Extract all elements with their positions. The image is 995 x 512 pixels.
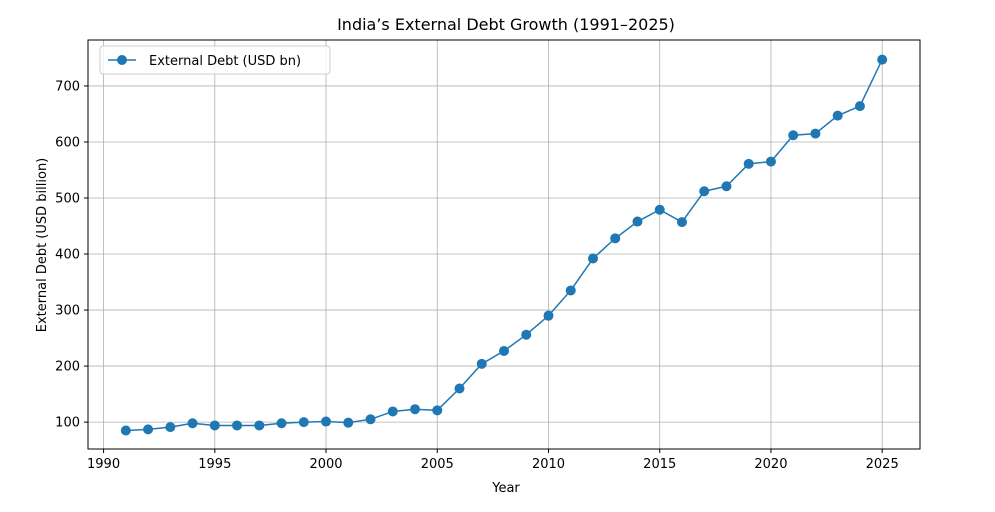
data-point-1997 bbox=[254, 420, 265, 431]
x-tick-label: 2020 bbox=[754, 457, 787, 472]
data-point-2021 bbox=[788, 130, 799, 141]
data-point-1998 bbox=[276, 418, 287, 429]
y-axis-ticks: 100 200 300 400 500 600 700 bbox=[55, 79, 88, 431]
data-point-2018 bbox=[721, 181, 732, 192]
data-point-2020 bbox=[765, 156, 776, 167]
y-tick-label: 700 bbox=[55, 79, 80, 94]
data-point-2022 bbox=[810, 128, 821, 139]
x-axis-ticks: 1990 1995 2000 2005 2010 2015 2020 2025 bbox=[87, 449, 899, 472]
legend-box bbox=[99, 45, 331, 75]
grid bbox=[88, 40, 920, 449]
data-point-2024 bbox=[854, 101, 865, 112]
data-point-2009 bbox=[521, 329, 532, 340]
data-point-2007 bbox=[476, 358, 487, 369]
x-tick-label: 1995 bbox=[198, 457, 231, 472]
data-point-1993 bbox=[165, 422, 176, 433]
data-point-2025 bbox=[877, 54, 888, 65]
x-tick-label: 2025 bbox=[866, 457, 899, 472]
data-point-2013 bbox=[610, 233, 621, 244]
x-tick-label: 2010 bbox=[532, 457, 565, 472]
data-point-2000 bbox=[321, 416, 332, 427]
y-tick-label: 200 bbox=[55, 360, 80, 375]
x-tick-label: 2000 bbox=[309, 457, 342, 472]
series bbox=[120, 54, 888, 436]
x-tick-label: 2015 bbox=[643, 457, 676, 472]
x-tick-label: 1990 bbox=[87, 457, 120, 472]
data-point-2003 bbox=[387, 406, 398, 417]
plot-frame bbox=[87, 39, 921, 450]
data-point-2014 bbox=[632, 216, 643, 227]
data-point-1992 bbox=[143, 424, 154, 435]
x-axis-label: Year bbox=[491, 481, 520, 496]
legend-label: External Debt (USD bn) bbox=[149, 54, 301, 69]
data-point-2011 bbox=[565, 285, 576, 296]
data-point-2001 bbox=[343, 417, 354, 428]
y-tick-label: 300 bbox=[55, 304, 80, 319]
data-point-2023 bbox=[832, 110, 843, 121]
y-tick-label: 400 bbox=[55, 248, 80, 263]
data-point-2017 bbox=[699, 186, 710, 197]
data-point-2016 bbox=[676, 217, 687, 228]
data-point-2010 bbox=[543, 310, 554, 321]
y-tick-label: 600 bbox=[55, 135, 80, 150]
data-point-2012 bbox=[587, 253, 598, 264]
data-point-2019 bbox=[743, 158, 754, 169]
data-point-2006 bbox=[454, 383, 465, 394]
y-tick-label: 500 bbox=[55, 191, 80, 206]
data-point-1994 bbox=[187, 418, 198, 429]
chart-title: India’s External Debt Growth (1991–2025) bbox=[337, 15, 675, 34]
data-point-1995 bbox=[209, 420, 220, 431]
y-tick-label: 100 bbox=[55, 416, 80, 431]
data-point-2002 bbox=[365, 414, 376, 425]
x-tick-label: 2005 bbox=[421, 457, 454, 472]
data-point-1991 bbox=[120, 425, 131, 436]
data-point-2004 bbox=[410, 404, 421, 415]
y-axis-label: External Debt (USD billion) bbox=[35, 158, 50, 333]
data-point-1996 bbox=[232, 420, 243, 431]
legend-point-marker bbox=[117, 55, 127, 65]
data-point-2015 bbox=[654, 204, 665, 215]
data-point-2005 bbox=[432, 405, 443, 416]
data-point-2008 bbox=[499, 345, 509, 356]
legend: External Debt (USD bn) bbox=[99, 45, 331, 75]
data-point-1999 bbox=[298, 417, 309, 428]
